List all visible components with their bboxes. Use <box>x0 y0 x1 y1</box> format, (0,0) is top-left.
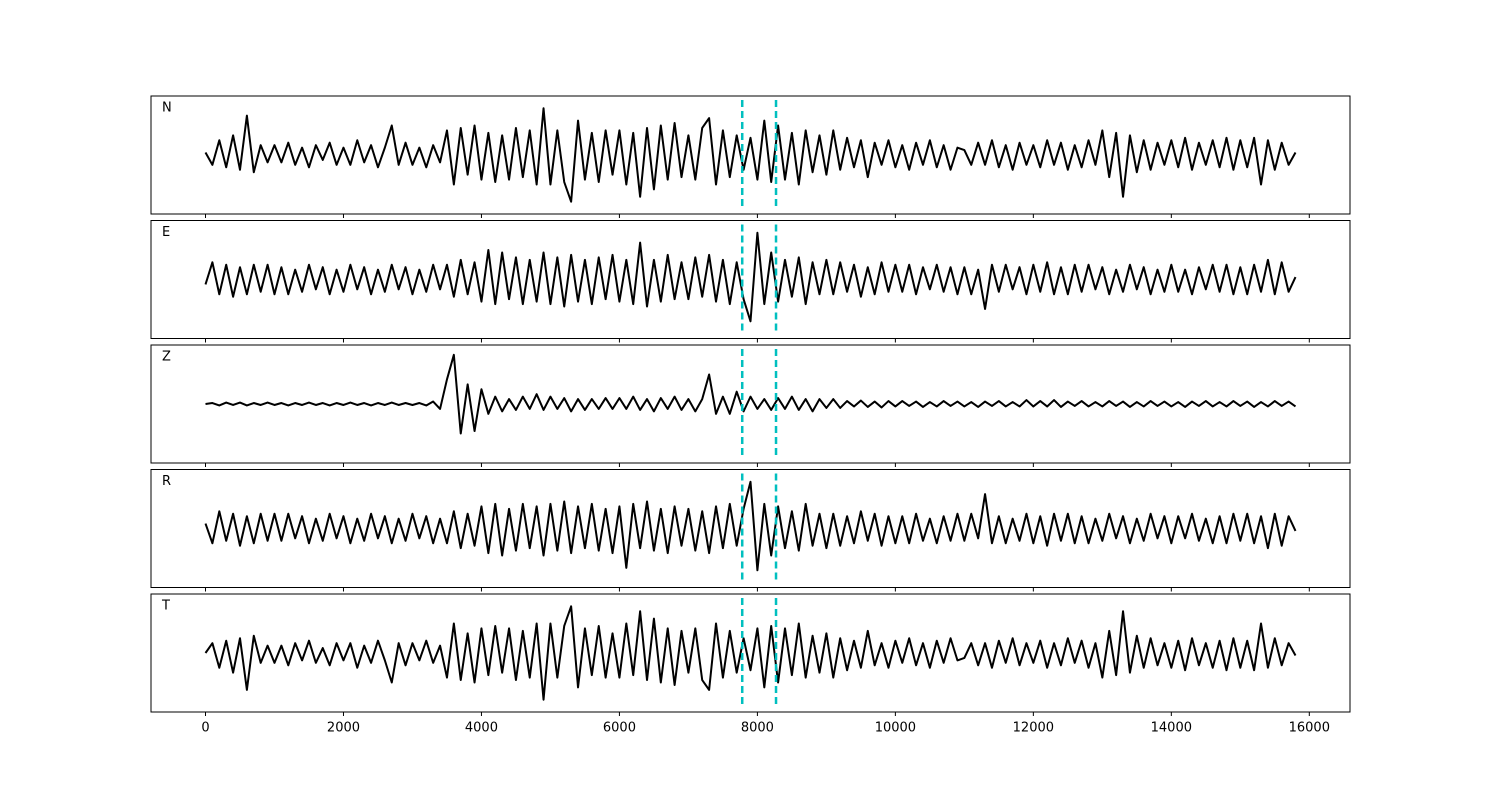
trace <box>204 107 1297 203</box>
panel-frame <box>150 95 1351 215</box>
panel-label: R <box>162 474 171 489</box>
x-tick-label: 0 <box>201 721 209 736</box>
trace <box>204 480 1297 572</box>
x-tick-label: 8000 <box>741 721 774 736</box>
panel-frame <box>150 593 1351 713</box>
x-tick-label: 14000 <box>1151 721 1192 736</box>
trace <box>204 231 1297 323</box>
panel-label: T <box>161 599 170 614</box>
panel-label: N <box>162 101 172 116</box>
x-tick-label: 16000 <box>1289 721 1330 736</box>
panel-frame <box>150 344 1351 464</box>
x-tick-label: 12000 <box>1013 721 1054 736</box>
panel-label: E <box>162 225 170 240</box>
x-tick-label: 4000 <box>465 721 498 736</box>
x-tick-label: 10000 <box>875 721 916 736</box>
trace <box>204 605 1297 701</box>
panel-label: Z <box>162 350 171 365</box>
x-tick-label: 2000 <box>327 721 360 736</box>
trace <box>205 353 1297 435</box>
panel-frame <box>150 469 1351 588</box>
panel-frame <box>150 220 1351 339</box>
x-tick-label: 6000 <box>603 721 636 736</box>
